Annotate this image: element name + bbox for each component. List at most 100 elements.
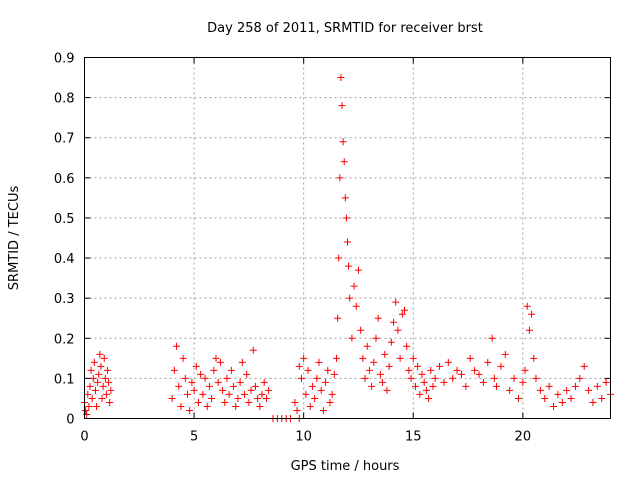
y-tick-label: 0.8	[54, 92, 75, 107]
data-point	[440, 378, 448, 386]
data-point	[585, 386, 593, 394]
y-tick-label: 0.2	[54, 332, 75, 347]
data-point	[346, 294, 354, 302]
data-point	[368, 382, 376, 390]
data-point	[101, 374, 109, 382]
data-point	[313, 374, 321, 382]
data-point	[394, 326, 402, 334]
data-point	[181, 374, 189, 382]
data-point	[405, 366, 413, 374]
data-point	[190, 386, 198, 394]
data-point	[365, 366, 373, 374]
x-tick-label: 0	[80, 430, 88, 445]
data-point	[514, 394, 522, 402]
data-point	[105, 378, 113, 386]
data-point	[372, 334, 380, 342]
data-point	[381, 350, 389, 358]
data-point	[210, 366, 218, 374]
data-point	[179, 354, 187, 362]
data-point	[400, 306, 408, 314]
data-point	[493, 382, 501, 390]
data-point	[341, 194, 349, 202]
data-point	[240, 390, 248, 398]
data-point	[340, 158, 348, 166]
data-point	[188, 378, 196, 386]
data-point	[203, 402, 211, 410]
data-point	[199, 390, 207, 398]
data-point	[234, 394, 242, 402]
data-point	[256, 402, 264, 410]
data-point	[449, 374, 457, 382]
data-point	[95, 370, 103, 378]
data-point	[194, 398, 202, 406]
data-point	[247, 386, 255, 394]
data-point	[304, 366, 312, 374]
data-point	[337, 74, 345, 82]
data-point	[567, 394, 575, 402]
data-point	[192, 362, 200, 370]
data-point	[249, 346, 257, 354]
data-point	[94, 378, 102, 386]
data-point	[177, 402, 185, 410]
data-point	[317, 386, 325, 394]
data-point	[580, 362, 588, 370]
data-point	[345, 262, 353, 270]
data-point	[398, 310, 406, 318]
data-point	[219, 386, 227, 394]
data-point	[336, 174, 344, 182]
data-point	[260, 378, 268, 386]
data-point	[168, 394, 176, 402]
data-point	[85, 402, 93, 410]
data-point	[359, 354, 367, 362]
y-tick-label: 0.7	[54, 132, 75, 147]
data-point	[550, 402, 558, 410]
data-point	[254, 394, 262, 402]
data-point	[306, 402, 314, 410]
data-point	[324, 366, 332, 374]
data-point	[335, 254, 343, 262]
data-point	[348, 334, 356, 342]
data-point	[528, 310, 536, 318]
data-point	[563, 386, 571, 394]
data-point	[170, 366, 178, 374]
data-point	[227, 366, 235, 374]
data-point	[212, 354, 220, 362]
data-point	[525, 326, 533, 334]
data-point	[462, 382, 470, 390]
data-point	[558, 398, 566, 406]
data-point	[431, 374, 439, 382]
plot-frame	[84, 57, 611, 419]
data-point	[214, 378, 222, 386]
data-point	[532, 374, 540, 382]
data-point	[328, 390, 336, 398]
data-point	[221, 398, 229, 406]
data-point	[251, 382, 259, 390]
data-point	[379, 378, 387, 386]
data-point	[453, 366, 461, 374]
data-point	[466, 354, 474, 362]
data-point	[90, 358, 98, 366]
data-point	[186, 406, 194, 414]
data-point	[370, 358, 378, 366]
data-point	[311, 394, 319, 402]
data-point	[315, 358, 323, 366]
data-point	[93, 402, 101, 410]
y-tick-label: 0.9	[54, 52, 75, 67]
data-point	[225, 390, 233, 398]
data-point	[352, 302, 360, 310]
data-point	[243, 370, 251, 378]
data-point	[385, 362, 393, 370]
data-point	[99, 382, 107, 390]
data-point	[416, 390, 424, 398]
x-tick-label: 15	[405, 430, 422, 445]
data-point	[232, 402, 240, 410]
data-point	[333, 354, 341, 362]
data-point	[571, 382, 579, 390]
data-point	[396, 354, 404, 362]
data-point	[554, 390, 562, 398]
data-point	[87, 366, 95, 374]
data-point	[98, 394, 106, 402]
data-point	[350, 282, 358, 290]
data-point	[97, 362, 105, 370]
data-point	[420, 378, 428, 386]
